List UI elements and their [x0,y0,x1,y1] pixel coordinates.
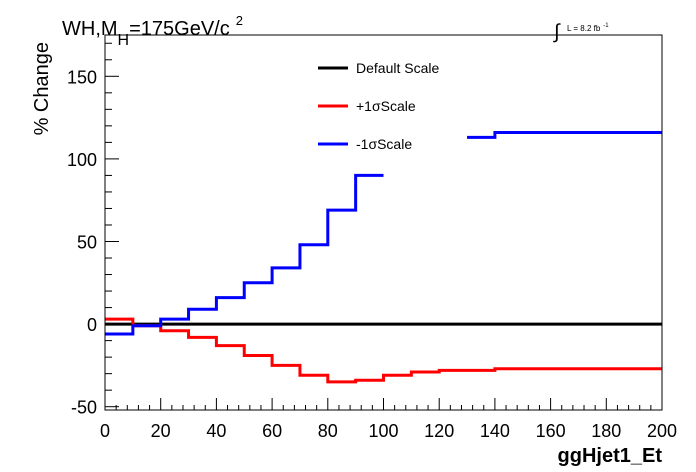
x-tick-label: 40 [206,421,226,441]
x-tick-label: 140 [480,421,510,441]
x-axis-label: ggHjet1_Et [558,445,663,467]
chart-title-superscript: 2 [236,13,243,28]
x-tick-label: 160 [536,421,566,441]
plot-frame [104,34,663,411]
x-tick-label: 120 [424,421,454,441]
series-2 [105,317,662,384]
legend-label: +1σScale [356,98,416,114]
series-3 [105,130,662,336]
x-tick-label: 200 [647,421,677,441]
x-tick-label: 0 [100,421,110,441]
legend-entry-2: +1σScale [318,98,416,114]
y-tick-label: -50 [71,398,97,418]
y-tick-label: 100 [67,150,97,170]
legend: Default Scale +1σScale -1σScale [318,60,439,152]
x-tick-label: 100 [368,421,398,441]
legend-entry-1: Default Scale [318,60,439,76]
x-tick-label: 180 [591,421,621,441]
series-line [105,130,662,336]
luminosity-label: L = 8.2 fb -1 [567,23,609,33]
legend-label: -1σScale [356,136,412,152]
series-layer [105,130,662,384]
y-tick-label: 50 [77,232,97,252]
chart-title: WH,MH=175GeV/c 2 [62,13,243,49]
y-tick-label: 0 [87,315,97,335]
legend-label: Default Scale [356,60,439,76]
series-line [105,317,662,384]
legend-entry-3: -1σScale [318,136,412,152]
x-tick-label: 60 [262,421,282,441]
chart-title-subscript: H [118,32,130,49]
y-axis-label: % Change [31,42,53,135]
integral-sign: ∫ [553,21,561,43]
luminosity-superscript: -1 [603,23,609,29]
x-tick-label: 80 [318,421,338,441]
x-tick-label: 20 [151,421,171,441]
y-tick-label: 150 [67,67,97,87]
